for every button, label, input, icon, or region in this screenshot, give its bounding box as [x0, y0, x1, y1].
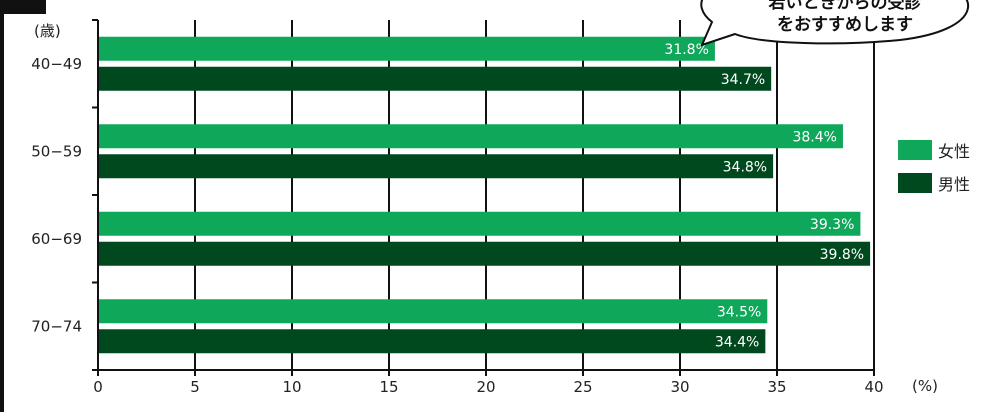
- x-tick-label: 15: [379, 378, 398, 396]
- bar-value-label: 34.7%: [721, 72, 765, 88]
- x-tick-label: 40: [864, 378, 883, 396]
- bar-value-label: 39.8%: [820, 247, 864, 263]
- callout-line-1: 若いときからの受診: [768, 0, 923, 13]
- x-tick-label: 0: [93, 378, 103, 396]
- bar-male: [98, 329, 766, 354]
- axes: [92, 19, 875, 376]
- category-label: 60−69: [31, 230, 82, 248]
- x-tick-label: 35: [767, 378, 786, 396]
- bar-value-label: 34.8%: [723, 159, 767, 175]
- legend-label: 女性: [938, 142, 970, 161]
- bar-value-label: 39.3%: [810, 217, 854, 233]
- legend-swatch: [898, 173, 932, 193]
- bars: [98, 36, 871, 354]
- legend-label: 男性: [938, 175, 970, 194]
- bar-female: [98, 299, 768, 324]
- bar-male: [98, 154, 774, 179]
- bar-value-label: 31.8%: [664, 42, 708, 58]
- bar-value-label: 38.4%: [792, 129, 836, 145]
- callout-bubble-shape: [700, 0, 970, 47]
- corner-tab: [0, 0, 46, 14]
- category-label: 50−59: [31, 142, 82, 160]
- x-tick-label: 30: [670, 378, 689, 396]
- x-tick-label: 25: [573, 378, 592, 396]
- bar-female: [98, 211, 861, 236]
- legend-swatch: [898, 140, 932, 160]
- bar-male: [98, 66, 772, 91]
- y-axis-unit-label: (歳): [34, 22, 61, 40]
- x-tick-label: 10: [282, 378, 301, 396]
- x-tick-label: 20: [476, 378, 495, 396]
- category-label: 40−49: [31, 55, 82, 73]
- bar-male: [98, 241, 871, 266]
- x-tick-label: 5: [190, 378, 200, 396]
- callout-line-2: をおすすめします: [777, 15, 913, 35]
- callout-bubble: 若いときからの受診 をおすすめします: [700, 0, 970, 47]
- frame-border: [0, 0, 4, 412]
- bar-female: [98, 124, 843, 149]
- bar-value-label: 34.4%: [715, 334, 759, 350]
- labels: 0 5 10 15 20 25 30 35 40 31.8% 34.7% 40−49 38.4% 34.8…: [31, 42, 883, 396]
- category-label: 70−74: [31, 317, 82, 335]
- bar-value-label: 34.5%: [717, 304, 761, 320]
- bar-female: [98, 36, 715, 61]
- x-axis-unit-label: (%): [912, 377, 938, 395]
